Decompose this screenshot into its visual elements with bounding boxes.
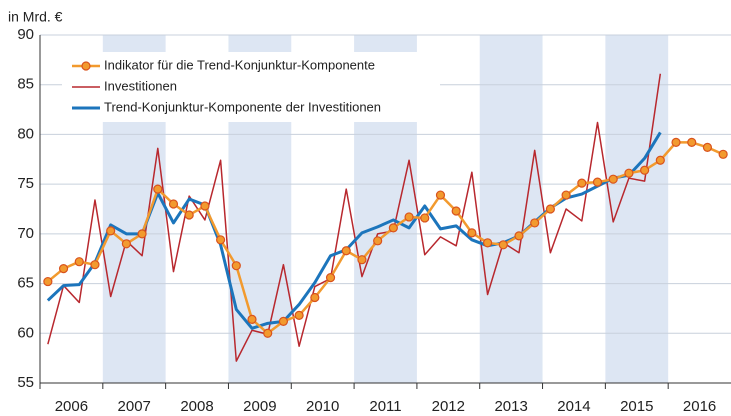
data-point <box>153 184 163 194</box>
x-tick-label: 2007 <box>118 398 151 415</box>
data-point <box>451 206 461 216</box>
data-point <box>592 177 603 187</box>
data-point <box>90 260 100 270</box>
series-line <box>47 73 662 362</box>
data-point <box>608 174 618 184</box>
data-point <box>231 261 241 271</box>
legend-label: Trend-Konjunktur-Komponente der Investit… <box>104 99 381 114</box>
year-band <box>479 35 543 383</box>
data-point <box>294 310 304 320</box>
data-point <box>482 238 493 248</box>
legend-label: Indikator für die Trend-Konjunktur-Kompo… <box>104 57 375 72</box>
data-point <box>624 168 634 178</box>
data-point <box>671 137 681 147</box>
legend: Indikator für die Trend-Konjunktur-Kompo… <box>62 52 440 122</box>
y-tick-label: 80 <box>17 125 34 142</box>
data-point <box>687 137 697 147</box>
x-tick-label: 2016 <box>683 398 716 415</box>
data-point <box>341 246 351 256</box>
x-tick-label: 2015 <box>620 398 653 415</box>
data-point <box>561 190 571 200</box>
y-tick-label: 65 <box>17 275 34 292</box>
data-point <box>184 210 194 220</box>
x-tick-label: 2014 <box>557 398 590 415</box>
y-tick-label: 75 <box>17 175 34 192</box>
data-point <box>74 257 84 267</box>
data-point <box>420 213 430 223</box>
data-point <box>58 264 69 274</box>
x-tick-label: 2006 <box>55 398 88 415</box>
x-tick-label: 2012 <box>432 398 465 415</box>
data-point <box>530 218 540 228</box>
legend-box <box>62 52 440 122</box>
x-tick-label: 2011 <box>369 398 401 415</box>
y-tick-label: 60 <box>17 324 34 341</box>
data-point <box>373 236 383 246</box>
data-point <box>247 314 257 324</box>
data-point <box>137 229 147 239</box>
data-point <box>498 240 508 250</box>
x-tick-label: 2008 <box>180 398 213 415</box>
legend-marker <box>81 61 91 71</box>
y-tick-label: 85 <box>17 76 34 93</box>
data-point <box>310 292 320 303</box>
data-point <box>655 155 665 165</box>
x-tick-label: 2009 <box>243 398 276 415</box>
data-point <box>435 190 446 200</box>
data-point <box>106 226 116 236</box>
y-tick-label: 55 <box>17 374 34 391</box>
data-point <box>168 199 179 209</box>
data-point <box>388 223 398 233</box>
legend-label: Investitionen <box>104 78 177 93</box>
x-tick-label: 2013 <box>494 398 527 415</box>
data-point <box>545 204 555 214</box>
data-point <box>718 149 728 159</box>
data-point <box>121 239 131 249</box>
data-point <box>514 231 524 241</box>
data-point <box>577 178 587 188</box>
y-tick-label: 90 <box>17 26 34 43</box>
data-point <box>702 142 713 152</box>
data-point <box>43 276 53 287</box>
data-point <box>263 328 273 338</box>
data-point <box>200 201 210 211</box>
data-point <box>467 228 477 238</box>
data-point <box>278 316 289 326</box>
x-tick-label: 2010 <box>306 398 339 415</box>
data-point <box>640 165 650 175</box>
y-tick-label: 70 <box>17 225 34 242</box>
y-axis-label: in Mrd. € <box>8 9 63 25</box>
data-point <box>325 273 336 283</box>
data-point <box>357 255 367 265</box>
data-point <box>216 235 226 245</box>
data-point <box>404 212 414 222</box>
